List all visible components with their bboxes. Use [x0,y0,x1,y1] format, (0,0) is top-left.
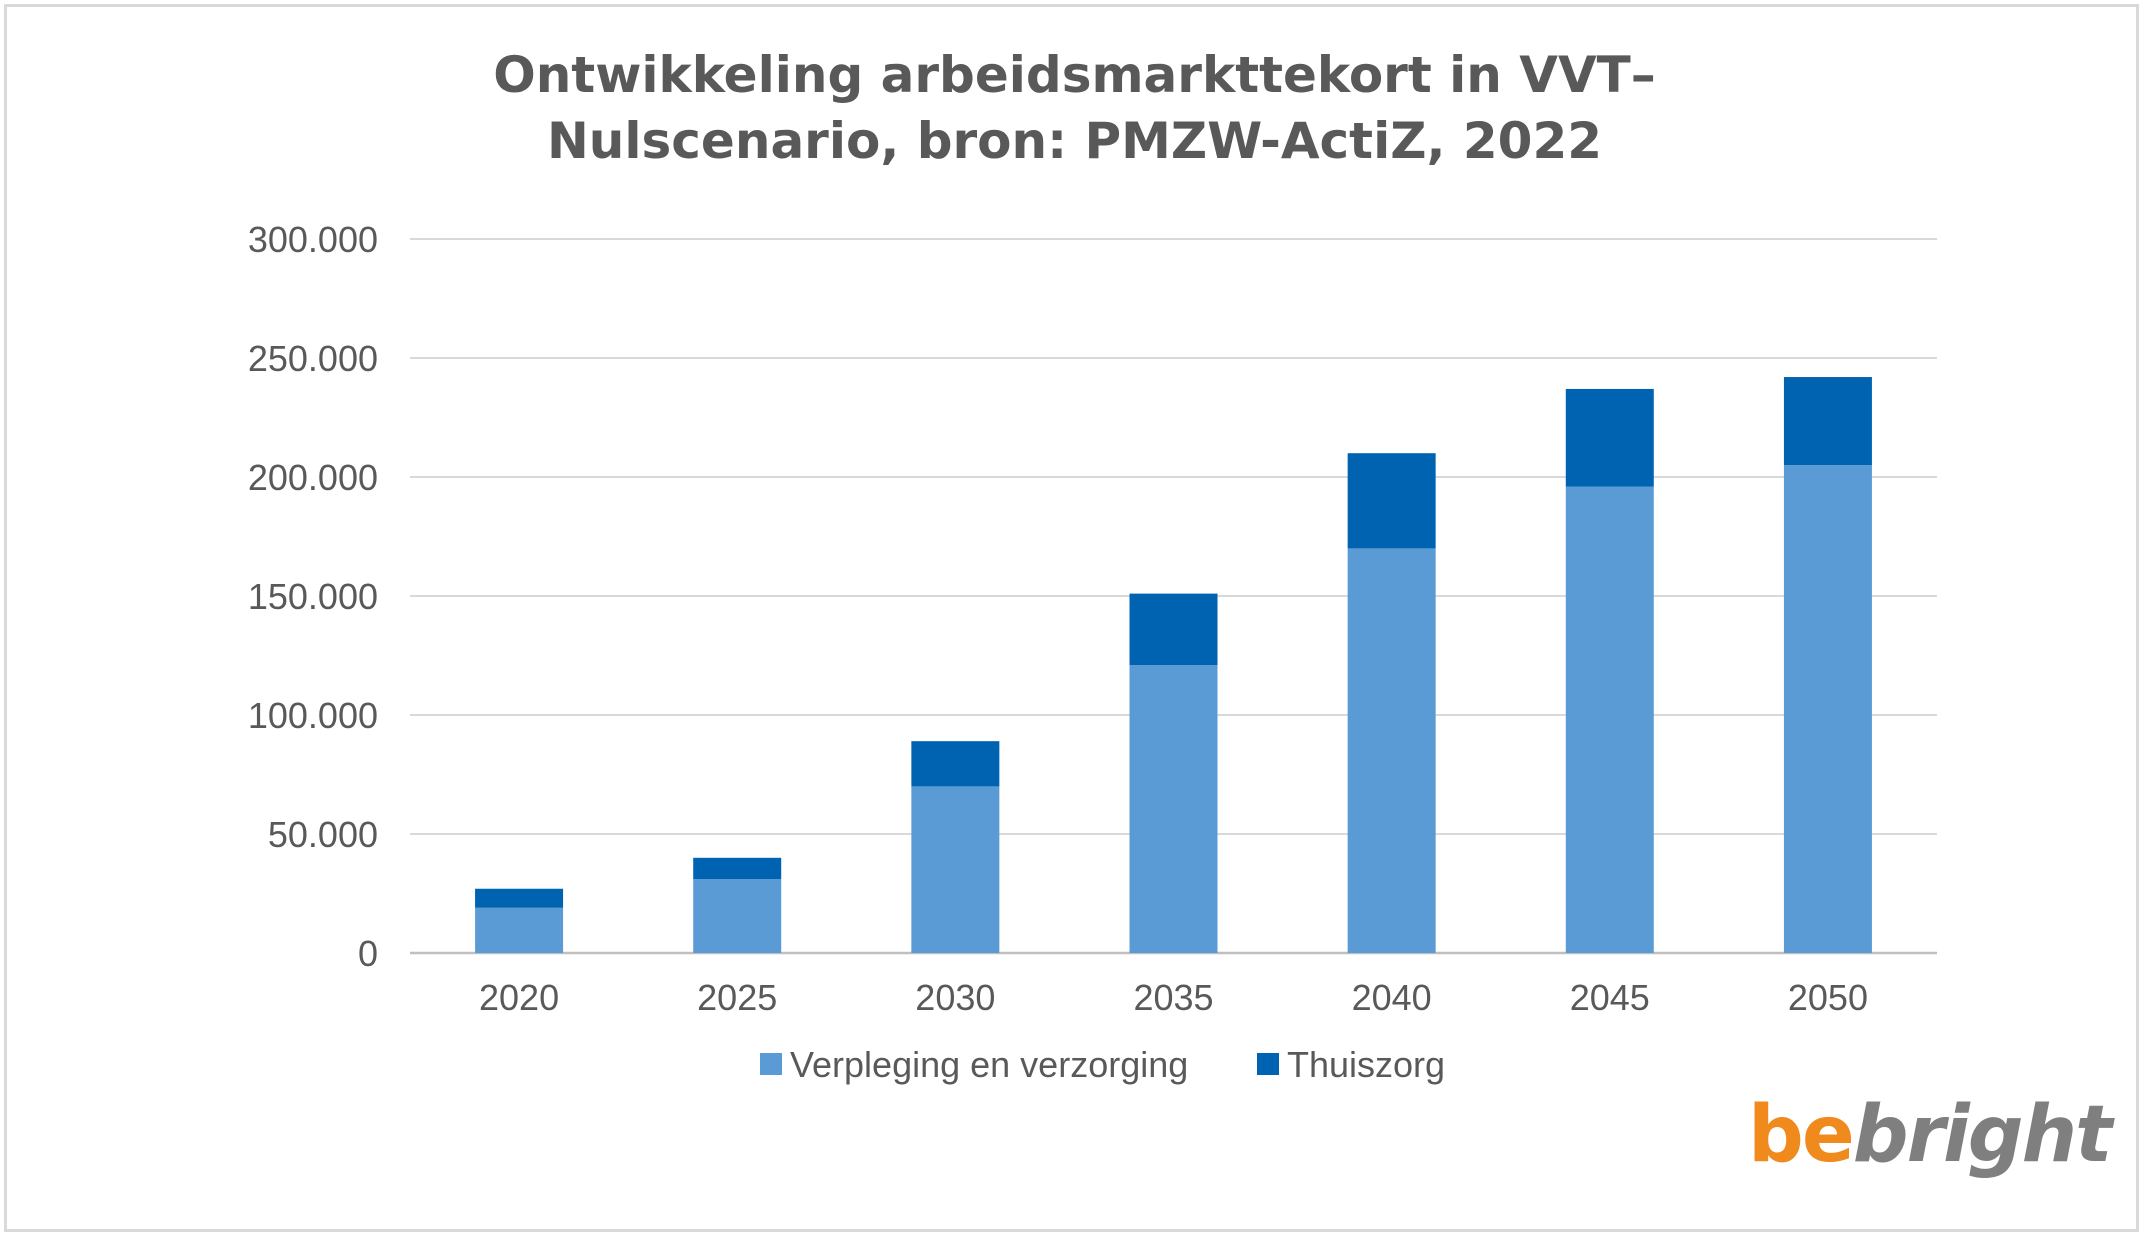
y-tick-label: 250.000 [248,338,378,379]
x-tick-label: 2045 [1570,977,1650,1018]
logo-be: be [1748,1090,1855,1180]
bar-verpleging-2030 [911,786,1000,953]
bar-thuiszorg-2050 [1783,377,1872,466]
logo-bright: bright [1852,1090,2113,1180]
bar-thuiszorg-2045 [1565,388,1654,487]
legend-swatch [1257,1053,1279,1075]
x-tick-label: 2035 [1133,977,1213,1018]
legend-label: Thuiszorg [1287,1044,1445,1085]
legend-label: Verpleging en verzorging [790,1044,1188,1085]
bebright-logo: bebright [1748,1090,2113,1180]
x-tick-label: 2040 [1352,977,1432,1018]
y-tick-label: 0 [358,933,378,974]
bar-thuiszorg-2035 [1129,593,1218,666]
bar-thuiszorg-2025 [693,857,782,880]
y-tick-label: 100.000 [248,695,378,736]
bar-verpleging-2045 [1565,486,1654,953]
bar-verpleging-2035 [1129,665,1218,953]
x-tick-label: 2025 [697,977,777,1018]
chart-title: Ontwikkeling arbeidsmarkttekort in VVT– … [0,42,2149,174]
bar-verpleging-2020 [475,907,564,953]
y-tick-label: 200.000 [248,457,378,498]
legend-swatch [760,1053,782,1075]
x-tick-label: 2020 [479,977,559,1018]
y-tick-label: 300.000 [248,219,378,260]
chart-frame [4,4,2139,1232]
chart-title-line-2: Nulscenario, bron: PMZW-ActiZ, 2022 [546,112,1603,170]
x-tick-label: 2050 [1788,977,1868,1018]
bar-thuiszorg-2030 [911,741,1000,787]
x-tick-label: 2030 [915,977,995,1018]
chart-title-line-1: Ontwikkeling arbeidsmarkttekort in VVT– [493,46,1656,104]
y-tick-label: 50.000 [268,814,378,855]
bar-verpleging-2025 [693,879,782,953]
bar-thuiszorg-2020 [475,888,564,908]
bar-verpleging-2050 [1783,465,1872,953]
bar-thuiszorg-2040 [1347,453,1436,549]
y-tick-label: 150.000 [248,576,378,617]
bar-verpleging-2040 [1347,548,1436,953]
